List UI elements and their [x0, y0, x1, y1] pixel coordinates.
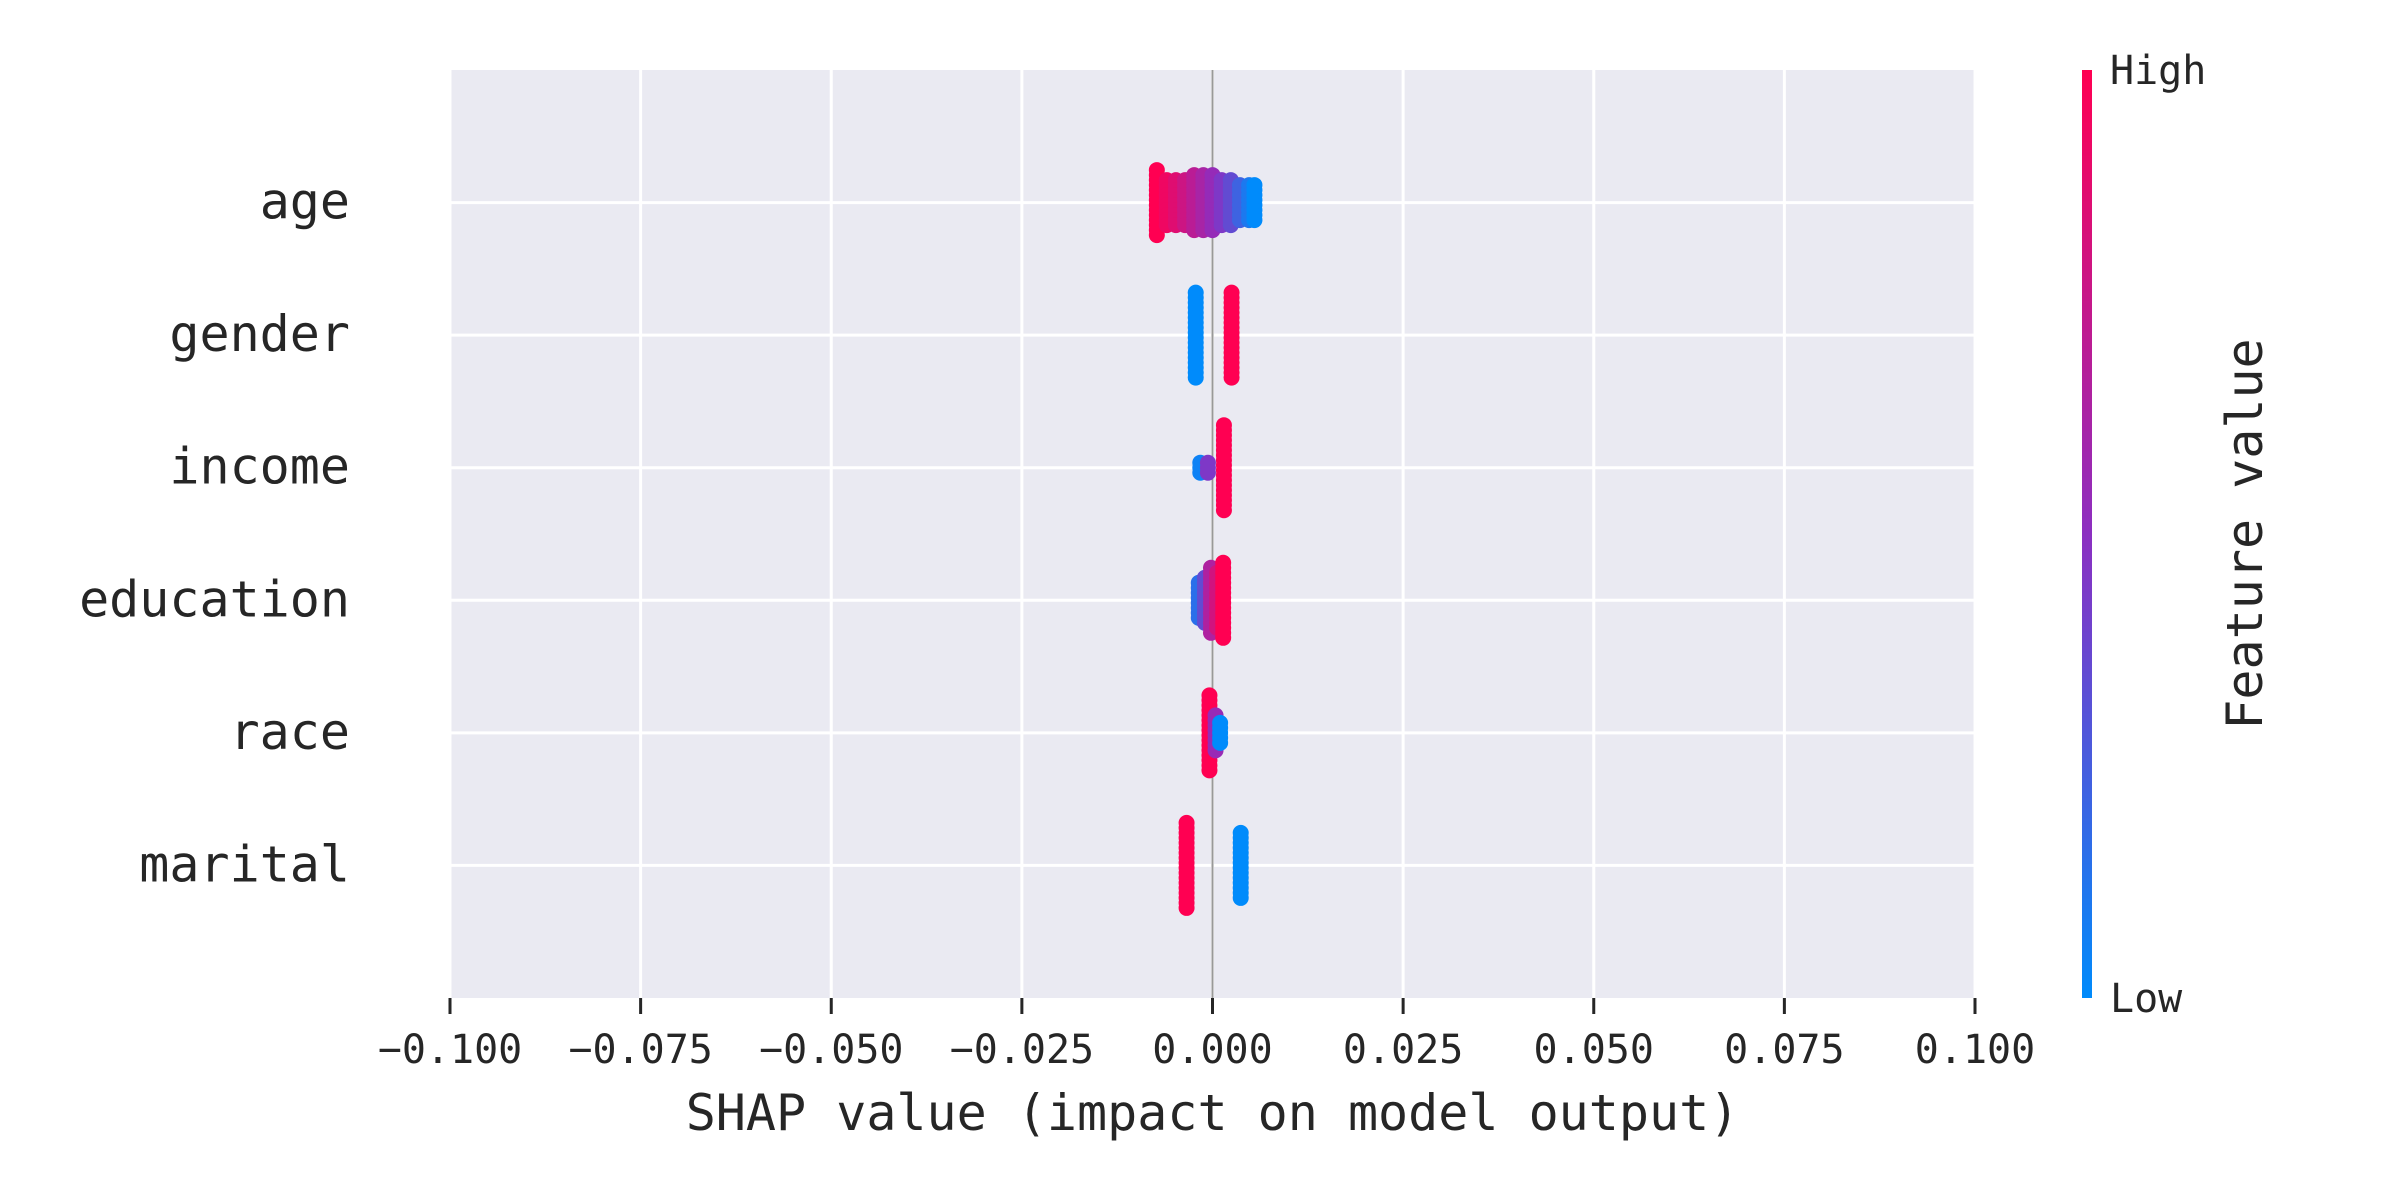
colorbar-title: Feature value — [2216, 338, 2274, 729]
x-tick-label: 0.075 — [1724, 1027, 1844, 1073]
data-point — [1148, 227, 1165, 244]
x-tick-label: 0.100 — [1915, 1027, 2035, 1073]
data-point — [1199, 464, 1216, 481]
colorbar-high-label: High — [2110, 48, 2206, 94]
feature-label: age — [260, 173, 350, 231]
data-point — [1215, 629, 1232, 646]
feature-label: marital — [139, 835, 350, 893]
feature-label: race — [230, 703, 350, 761]
data-point — [1223, 369, 1240, 386]
data-point — [1215, 502, 1232, 519]
data-point — [1187, 369, 1204, 386]
x-tick-label: 0.050 — [1534, 1027, 1654, 1073]
x-tick-label: −0.100 — [378, 1027, 523, 1073]
data-point — [1201, 762, 1218, 779]
colorbar-low-label: Low — [2110, 976, 2183, 1022]
data-point — [1212, 734, 1229, 751]
colorbar-gradient — [2082, 70, 2092, 998]
data-point — [1178, 899, 1195, 916]
data-points — [1148, 162, 1263, 916]
x-axis-title: SHAP value (impact on model output) — [686, 1084, 1740, 1142]
x-tick-label: 0.025 — [1343, 1027, 1463, 1073]
x-tick-label: 0.000 — [1152, 1027, 1272, 1073]
feature-label: gender — [169, 305, 350, 363]
x-tick-label: −0.050 — [759, 1027, 904, 1073]
x-tick-label: −0.025 — [950, 1027, 1095, 1073]
x-tick-label: −0.075 — [568, 1027, 713, 1073]
feature-labels: age gender income education race marital — [79, 173, 350, 894]
x-axis: −0.100 −0.075 −0.050 −0.025 0.000 0.025 0.050 0… — [378, 998, 2035, 1073]
colorbar: High Low Feature value — [2082, 48, 2274, 1022]
feature-label: education — [79, 570, 350, 628]
data-point — [1232, 889, 1249, 906]
data-point — [1246, 212, 1263, 229]
feature-label: income — [169, 438, 350, 496]
